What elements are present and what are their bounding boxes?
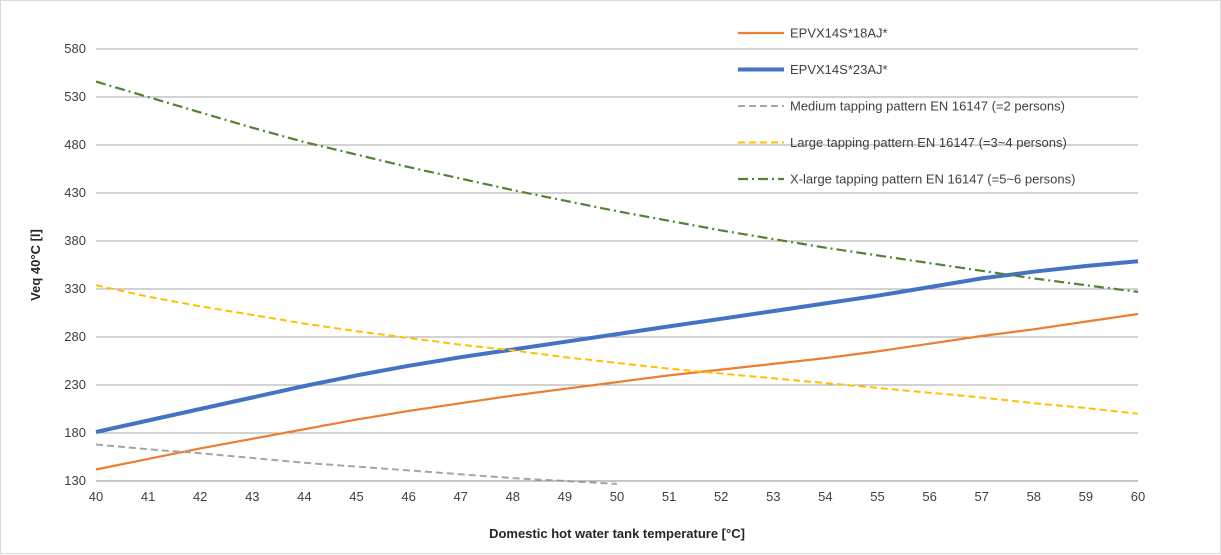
x-tick-label-59: 59 — [1079, 489, 1093, 504]
legend-label-4: Large tapping pattern EN 16147 (=3~4 per… — [790, 135, 1067, 150]
x-tick-label-54: 54 — [818, 489, 832, 504]
x-tick-label-57: 57 — [974, 489, 988, 504]
x-tick-label-49: 49 — [558, 489, 572, 504]
x-tick-label-42: 42 — [193, 489, 207, 504]
y-tick-label-180: 180 — [64, 425, 86, 440]
y-tick-label-330: 330 — [64, 281, 86, 296]
x-tick-label-60: 60 — [1131, 489, 1145, 504]
x-tick-label-41: 41 — [141, 489, 155, 504]
y-tick-label-430: 430 — [64, 185, 86, 200]
legend: EPVX14S*18AJ* EPVX14S*23AJ* Medium tapping… — [738, 26, 1075, 187]
y-tick-label-280: 280 — [64, 329, 86, 344]
x-axis-title: Domestic hot water tank temperature [°C] — [489, 526, 745, 541]
x-tick-label-55: 55 — [870, 489, 884, 504]
legend-label-2: EPVX14S*23AJ* — [790, 62, 888, 77]
x-tick-label-56: 56 — [922, 489, 936, 504]
axes: 130 180 230 280 330 380 430 480 530 580 40 41 42 43 44… — [64, 41, 1145, 504]
x-tick-label-40: 40 — [89, 489, 103, 504]
y-tick-label-480: 480 — [64, 137, 86, 152]
x-tick-label-45: 45 — [349, 489, 363, 504]
y-tick-label-230: 230 — [64, 377, 86, 392]
y-tick-label-380: 380 — [64, 233, 86, 248]
legend-label-3: Medium tapping pattern EN 16147 (=2 pers… — [790, 99, 1065, 114]
x-tick-label-53: 53 — [766, 489, 780, 504]
series-line-5 — [95, 80, 1139, 293]
series-line-2 — [95, 259, 1139, 434]
x-tick-label-46: 46 — [401, 489, 415, 504]
series-line-1 — [95, 312, 1139, 471]
series-line-3 — [95, 443, 618, 485]
x-tick-label-58: 58 — [1027, 489, 1041, 504]
series-line-4 — [95, 284, 1139, 415]
legend-label-5: X-large tapping pattern EN 16147 (=5~6 p… — [790, 172, 1075, 187]
y-tick-label-580: 580 — [64, 41, 86, 56]
x-tick-label-48: 48 — [506, 489, 520, 504]
series-lines — [95, 80, 1139, 485]
x-tick-label-51: 51 — [662, 489, 676, 504]
legend-label-1: EPVX14S*18AJ* — [790, 26, 888, 41]
y-tick-label-530: 530 — [64, 89, 86, 104]
x-tick-label-50: 50 — [610, 489, 624, 504]
x-tick-label-52: 52 — [714, 489, 728, 504]
x-tick-label-47: 47 — [453, 489, 467, 504]
x-tick-label-44: 44 — [297, 489, 311, 504]
y-axis-title: Veq 40°C [l] — [28, 229, 43, 301]
gridlines — [96, 48, 1138, 434]
y-tick-label-130: 130 — [64, 473, 86, 488]
x-tick-label-43: 43 — [245, 489, 259, 504]
